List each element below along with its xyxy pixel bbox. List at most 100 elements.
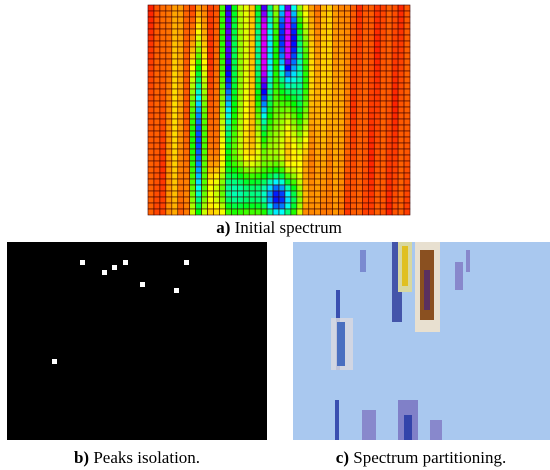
spectrum-cell bbox=[345, 17, 351, 23]
caption-label: a) bbox=[216, 218, 230, 237]
spectrum-cell bbox=[327, 5, 333, 11]
spectrum-cell bbox=[184, 17, 190, 23]
spectrum-cell bbox=[386, 101, 392, 107]
spectrum-cell bbox=[392, 23, 398, 29]
spectrum-cell bbox=[160, 71, 166, 77]
spectrum-cell bbox=[380, 89, 386, 95]
spectrum-cell bbox=[166, 161, 172, 167]
spectrum-cell bbox=[398, 29, 404, 35]
spectrum-cell bbox=[339, 155, 345, 161]
spectrum-cell bbox=[190, 95, 196, 101]
spectrum-cell bbox=[345, 161, 351, 167]
spectrum-cell bbox=[303, 89, 309, 95]
spectrum-cell bbox=[279, 29, 285, 35]
spectrum-cell bbox=[315, 143, 321, 149]
spectrum-cell bbox=[196, 101, 202, 107]
spectrum-cell bbox=[368, 71, 374, 77]
spectrum-cell bbox=[237, 119, 243, 125]
spectrum-cell bbox=[362, 47, 368, 53]
spectrum-cell bbox=[166, 11, 172, 17]
spectrum-cell bbox=[225, 203, 231, 209]
spectrum-cell bbox=[368, 197, 374, 203]
spectrum-cell bbox=[261, 179, 267, 185]
spectrum-cell bbox=[356, 125, 362, 131]
spectrum-cell bbox=[202, 197, 208, 203]
spectrum-cell bbox=[392, 77, 398, 83]
spectrum-cell bbox=[160, 167, 166, 173]
spectrum-cell bbox=[184, 83, 190, 89]
spectrum-cell bbox=[237, 11, 243, 17]
spectrum-cell bbox=[380, 29, 386, 35]
spectrum-cell bbox=[386, 203, 392, 209]
spectrum-cell bbox=[190, 65, 196, 71]
spectrum-cell bbox=[249, 101, 255, 107]
spectrum-cell bbox=[345, 29, 351, 35]
spectrum-cell bbox=[309, 197, 315, 203]
spectrum-cell bbox=[368, 29, 374, 35]
spectrum-cell bbox=[154, 11, 160, 17]
spectrum-cell bbox=[178, 107, 184, 113]
spectrum-cell bbox=[255, 71, 261, 77]
spectrum-cell bbox=[297, 131, 303, 137]
spectrum-cell bbox=[303, 5, 309, 11]
spectrum-cell bbox=[255, 5, 261, 11]
spectrum-cell bbox=[249, 35, 255, 41]
spectrum-cell bbox=[261, 101, 267, 107]
spectrum-cell bbox=[374, 185, 380, 191]
spectrum-cell bbox=[190, 23, 196, 29]
spectrum-cell bbox=[339, 185, 345, 191]
spectrum-cell bbox=[190, 119, 196, 125]
spectrum-cell bbox=[392, 191, 398, 197]
spectrum-cell bbox=[172, 29, 178, 35]
spectrum-cell bbox=[333, 191, 339, 197]
spectrum-cell bbox=[327, 137, 333, 143]
spectrum-cell bbox=[231, 89, 237, 95]
spectrum-cell bbox=[303, 11, 309, 17]
spectrum-cell bbox=[345, 197, 351, 203]
spectrum-cell bbox=[309, 149, 315, 155]
spectrum-cell bbox=[178, 131, 184, 137]
spectrum-cell bbox=[291, 35, 297, 41]
spectrum-cell bbox=[285, 119, 291, 125]
spectrum-cell bbox=[166, 203, 172, 209]
spectrum-cell bbox=[315, 47, 321, 53]
spectrum-cell bbox=[309, 125, 315, 131]
spectrum-cell bbox=[303, 17, 309, 23]
spectrum-cell bbox=[339, 17, 345, 23]
spectrum-cell bbox=[154, 35, 160, 41]
spectrum-cell bbox=[154, 113, 160, 119]
spectrum-cell bbox=[386, 161, 392, 167]
spectrum-cell bbox=[166, 119, 172, 125]
spectrum-cell bbox=[333, 59, 339, 65]
spectrum-cell bbox=[297, 71, 303, 77]
spectrum-cell bbox=[178, 179, 184, 185]
spectrum-cell bbox=[202, 119, 208, 125]
spectrum-cell bbox=[214, 89, 220, 95]
spectrum-cell bbox=[339, 209, 345, 215]
spectrum-cell bbox=[178, 95, 184, 101]
spectrum-cell bbox=[345, 11, 351, 17]
spectrum-cell bbox=[208, 173, 214, 179]
spectrum-cell bbox=[303, 53, 309, 59]
spectrum-cell bbox=[374, 155, 380, 161]
spectrum-cell bbox=[279, 47, 285, 53]
spectrum-cell bbox=[243, 17, 249, 23]
spectrum-cell bbox=[154, 53, 160, 59]
spectrum-cell bbox=[202, 53, 208, 59]
spectrum-cell bbox=[184, 155, 190, 161]
spectrum-cell bbox=[386, 155, 392, 161]
spectrum-cell bbox=[255, 89, 261, 95]
spectrum-cell bbox=[261, 47, 267, 53]
spectrum-cell bbox=[166, 107, 172, 113]
spectrum-cell bbox=[303, 119, 309, 125]
spectrum-cell bbox=[231, 71, 237, 77]
spectrum-cell bbox=[386, 173, 392, 179]
spectrum-cell bbox=[321, 125, 327, 131]
spectrum-cell bbox=[190, 41, 196, 47]
spectrum-cell bbox=[166, 95, 172, 101]
spectrum-cell bbox=[303, 173, 309, 179]
spectrum-cell bbox=[154, 65, 160, 71]
spectrum-cell bbox=[291, 167, 297, 173]
spectrum-cell bbox=[392, 95, 398, 101]
spectrum-cell bbox=[172, 59, 178, 65]
